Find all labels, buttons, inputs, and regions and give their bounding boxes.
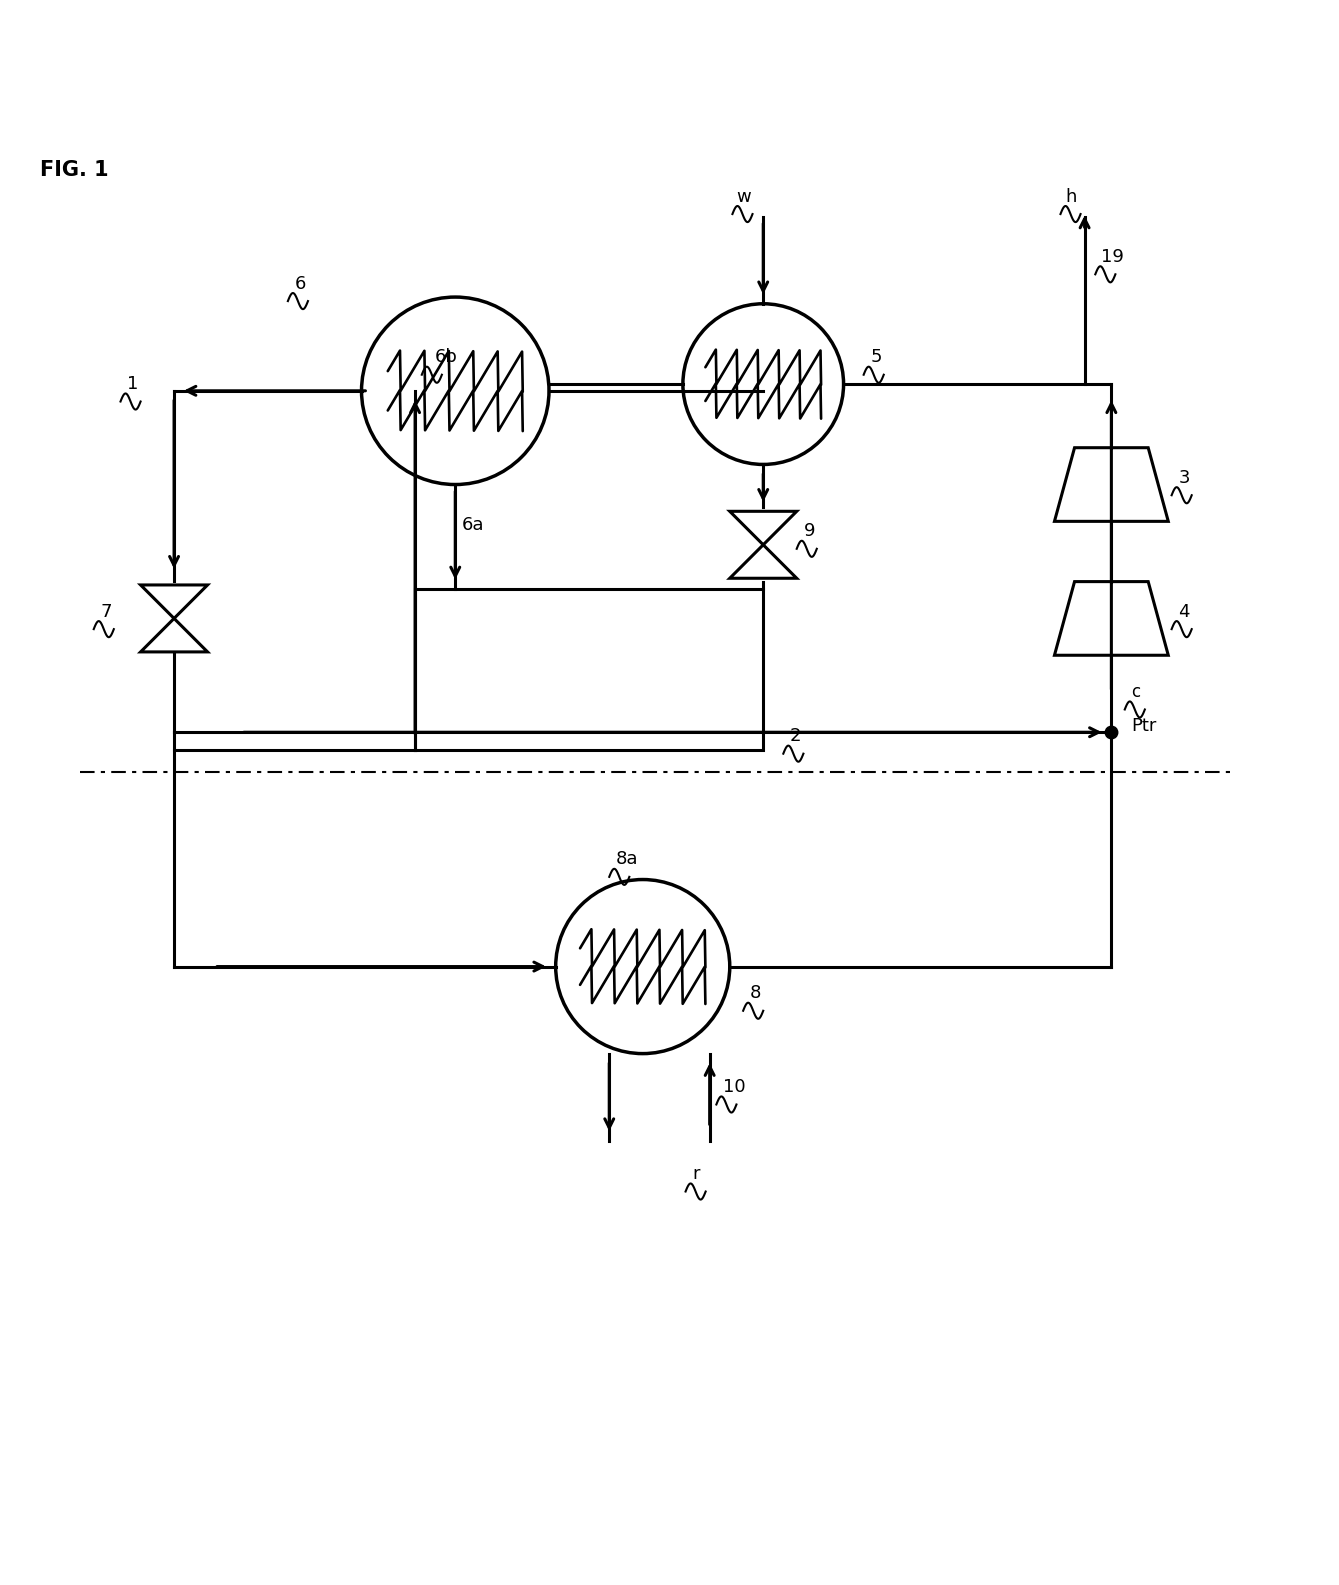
Polygon shape — [730, 512, 797, 545]
Text: 1: 1 — [127, 376, 138, 393]
Text: 6b: 6b — [435, 349, 458, 366]
Text: 8a: 8a — [616, 851, 639, 869]
Text: h: h — [1066, 187, 1077, 206]
Text: 8: 8 — [750, 984, 761, 1002]
Text: 4: 4 — [1178, 602, 1190, 621]
Text: 19: 19 — [1101, 247, 1123, 266]
Text: 2: 2 — [790, 728, 802, 745]
Text: w: w — [735, 187, 751, 206]
Text: 5: 5 — [870, 349, 882, 366]
Text: 3: 3 — [1178, 469, 1190, 487]
Text: 10: 10 — [723, 1078, 746, 1097]
Polygon shape — [141, 585, 208, 618]
Polygon shape — [141, 618, 208, 651]
Text: 7: 7 — [100, 602, 112, 621]
Bar — [415, 590, 763, 750]
Text: 9: 9 — [803, 523, 815, 540]
Text: 6a: 6a — [462, 515, 485, 534]
Text: Ptr: Ptr — [1131, 716, 1157, 734]
Text: 6: 6 — [295, 274, 305, 293]
Polygon shape — [730, 545, 797, 579]
Text: r: r — [692, 1165, 700, 1182]
Text: FIG. 1: FIG. 1 — [40, 160, 108, 179]
Text: c: c — [1131, 683, 1141, 701]
